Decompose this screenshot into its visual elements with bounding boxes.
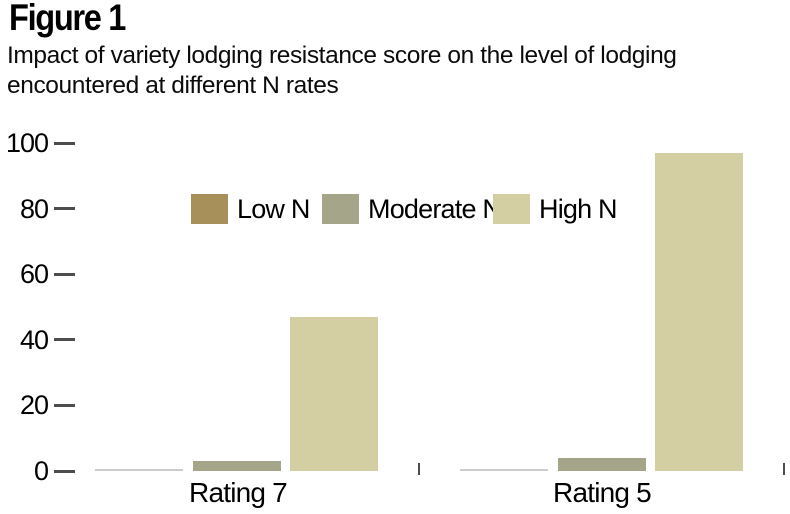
legend-item-moderate-n: Moderate N: [322, 193, 502, 224]
bar-moderate-n-rating-5: [557, 458, 646, 471]
figure-title: Figure 1: [9, 0, 126, 38]
figure-subtitle: Impact of variety lodging resistance sco…: [7, 42, 677, 99]
bar-high-n-rating-5: [655, 153, 743, 471]
legend-swatch-moderate-n: [322, 194, 359, 224]
y-axis-tick-label: 20: [19, 390, 49, 421]
bar-low-n-rating-5: [460, 469, 548, 471]
category-label-rating-5: Rating 5: [553, 477, 652, 508]
y-axis-tick-label: 80: [19, 193, 49, 224]
y-axis-tick-label: 40: [19, 324, 49, 355]
bar-high-n-rating-7: [290, 317, 378, 471]
legend-swatch-low-n: [191, 194, 228, 224]
legend-item-low-n: Low N: [191, 194, 310, 224]
y-axis-tick-mark: [54, 469, 75, 473]
y-axis-tick-mark: [54, 141, 75, 145]
y-axis-tick-label: 0: [33, 456, 49, 486]
legend-label-low-n: Low N: [237, 193, 310, 224]
legend-item-high-n: High N: [493, 193, 618, 224]
bar-moderate-n-rating-7: [192, 461, 281, 471]
category-label-rating-7: Rating 7: [189, 477, 288, 508]
x-axis-tick-mark: [418, 463, 420, 475]
legend-label-moderate-n: Moderate N: [368, 193, 502, 224]
legend-swatch-high-n: [493, 194, 530, 224]
x-axis-tick-mark: [783, 463, 785, 475]
y-axis-tick-label: 100: [5, 128, 49, 158]
y-axis-tick-mark: [54, 272, 75, 276]
y-axis-tick-mark: [54, 207, 75, 211]
legend-label-high-n: High N: [539, 193, 618, 224]
y-axis-tick-mark: [54, 403, 75, 407]
bar-low-n-rating-7: [95, 469, 183, 471]
y-axis-tick-mark: [54, 338, 75, 342]
y-axis-tick-label: 60: [19, 259, 49, 290]
